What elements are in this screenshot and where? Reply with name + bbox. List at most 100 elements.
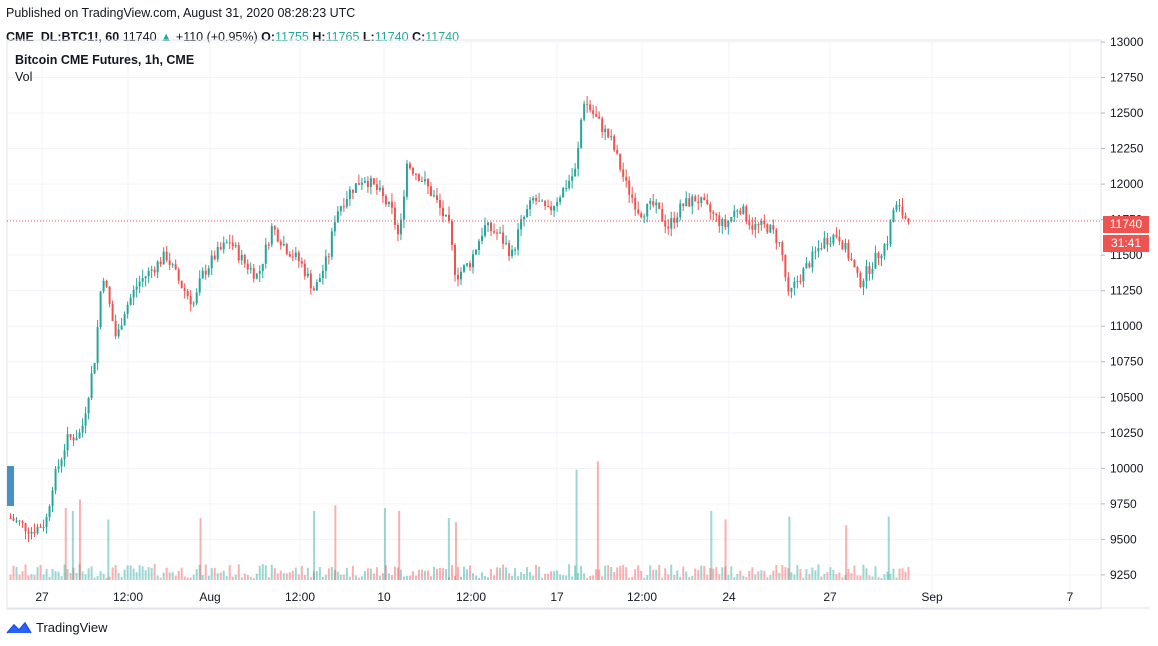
volume-bar [255,573,258,580]
volume-bar [282,573,285,580]
volume-bar [84,574,87,580]
candle-body [613,136,616,150]
volume-bar [123,569,126,580]
volume-bar [499,567,502,580]
volume-bar [556,570,559,580]
volume-bar [760,570,763,580]
candle-body [601,118,604,132]
candle-body [532,198,535,201]
candle-body [39,526,42,528]
candle-body [366,181,369,187]
volume-bar [484,575,487,580]
volume-bar [730,566,733,580]
y-tick-label: 11000 [1110,319,1143,333]
y-tick-label: 9500 [1110,532,1137,546]
footer-brand[interactable]: TradingView [6,620,108,635]
volume-bar [159,577,162,580]
volume-bar [541,577,544,580]
volume-bar [24,564,27,580]
volume-bar [865,568,868,580]
volume-bar [568,564,571,580]
candle-body [502,232,505,244]
candle-body [147,270,150,277]
volume-bar [243,573,246,580]
candle-body [898,204,901,207]
candle-body [820,248,823,250]
candle-body [276,229,279,242]
volume-bar [87,568,90,580]
volume-bar [592,575,595,580]
candle-body [93,363,96,374]
volume-bar [222,570,225,580]
candle-body [709,204,712,213]
volume-bar [574,565,577,580]
candle-body [655,202,658,206]
candle-body [706,200,709,205]
volume-bar [171,572,174,580]
candle-body [87,398,90,414]
volume-bar [168,572,171,580]
volume-bar [195,569,198,580]
volume-bar [261,564,264,580]
candle-body [886,243,889,245]
volume-bar [198,564,201,580]
candle-body [66,434,69,451]
volume-bar [93,577,96,580]
volume-bar [330,566,333,580]
y-tick-label: 9250 [1110,568,1137,582]
volume-bar [676,570,679,580]
volume-bar [66,569,69,580]
volume-bar [324,574,327,580]
candle-body [661,208,664,222]
candle-body [718,215,721,226]
volume-bar [685,571,688,580]
volume-bar [778,572,781,580]
volume-bar [862,564,865,580]
candle-body [321,270,324,279]
volume-bar [802,577,805,580]
candle-body [195,292,198,304]
candle-body [156,261,159,273]
volume-spike-bar [596,461,599,580]
volume-bar [402,576,405,580]
last-price-tag: 11740 [1103,216,1149,233]
volume-bar [408,575,411,580]
candle-body [426,179,429,187]
volume-bar [511,575,514,580]
candle-body [390,201,393,208]
volume-spike-bar [313,510,316,580]
volume-bar [417,569,420,580]
volume-bar [724,566,727,580]
candle-body [850,258,853,260]
volume-bar [399,569,402,580]
plot-frame [6,39,1102,610]
candle-body [144,276,147,279]
volume-bar [841,577,844,580]
candle-body [180,280,183,288]
candle-body [787,277,790,292]
candle-body [267,244,270,246]
candle-body [736,210,739,212]
candle-body [18,520,21,522]
candle-body [562,188,565,198]
candle-body [634,197,637,210]
candle-body [42,527,45,529]
candle-body [132,289,135,298]
candle-body [460,271,463,280]
candle-body [514,249,517,251]
volume-bar [550,571,553,580]
volume-bar [526,567,529,580]
candle-body [456,274,459,280]
volume-bar [625,567,628,580]
volume-bar [414,575,417,580]
candle-body [339,206,342,212]
volume-bar [216,573,219,580]
volume-spike-bar [575,469,578,580]
candle-body [643,216,646,218]
candle-body [658,202,661,209]
candle-body [616,149,619,154]
volume-bar [664,568,667,580]
volume-bar [12,565,15,580]
candle-body [387,201,390,205]
